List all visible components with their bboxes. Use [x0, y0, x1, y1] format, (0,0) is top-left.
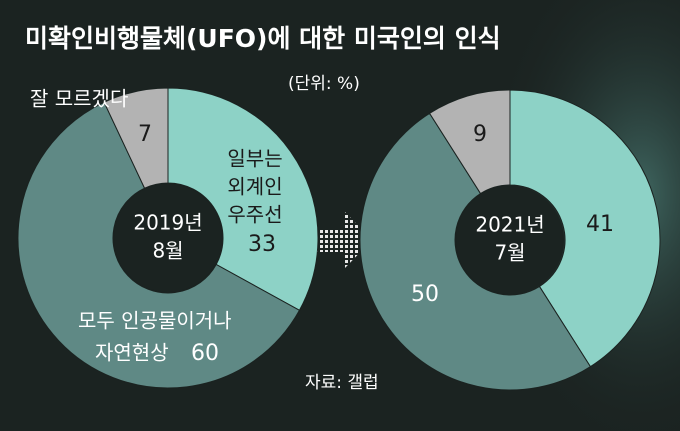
title: 미확인비행물체(UFO)에 대한 미국인의 인식 — [25, 24, 501, 53]
donut-slice — [509, 89, 661, 368]
value-label: 50 — [411, 282, 439, 307]
center-label: 2021년 — [475, 213, 544, 237]
center-label: 2019년 — [133, 211, 202, 235]
category-label: 모두 인공물이거나 — [78, 309, 232, 333]
donut-slice — [17, 101, 301, 389]
center-label: 8월 — [152, 239, 183, 263]
donut-center — [114, 184, 222, 292]
category-label: 외계인 — [227, 175, 282, 199]
donut-slice — [103, 87, 169, 189]
donut-slice — [167, 87, 319, 311]
value-label: 7 — [138, 122, 152, 147]
donut-slice — [428, 89, 511, 195]
value-label: 33 — [248, 232, 276, 257]
donut-slice — [359, 112, 592, 391]
arrow — [315, 212, 372, 268]
category-label: 일부는 — [227, 147, 282, 171]
center-label: 7월 — [494, 241, 525, 265]
category-label: 우주선 — [227, 203, 282, 227]
source: 자료: 갤럽 — [305, 373, 379, 393]
donut-center — [456, 186, 564, 294]
value-label: 41 — [586, 212, 614, 237]
category-label: 잘 모르겠다 — [30, 87, 128, 111]
category-label: 자연현상 — [95, 341, 169, 365]
value-label: 60 — [191, 341, 219, 366]
unit: (단위: %) — [288, 74, 360, 94]
value-label: 9 — [473, 122, 487, 147]
